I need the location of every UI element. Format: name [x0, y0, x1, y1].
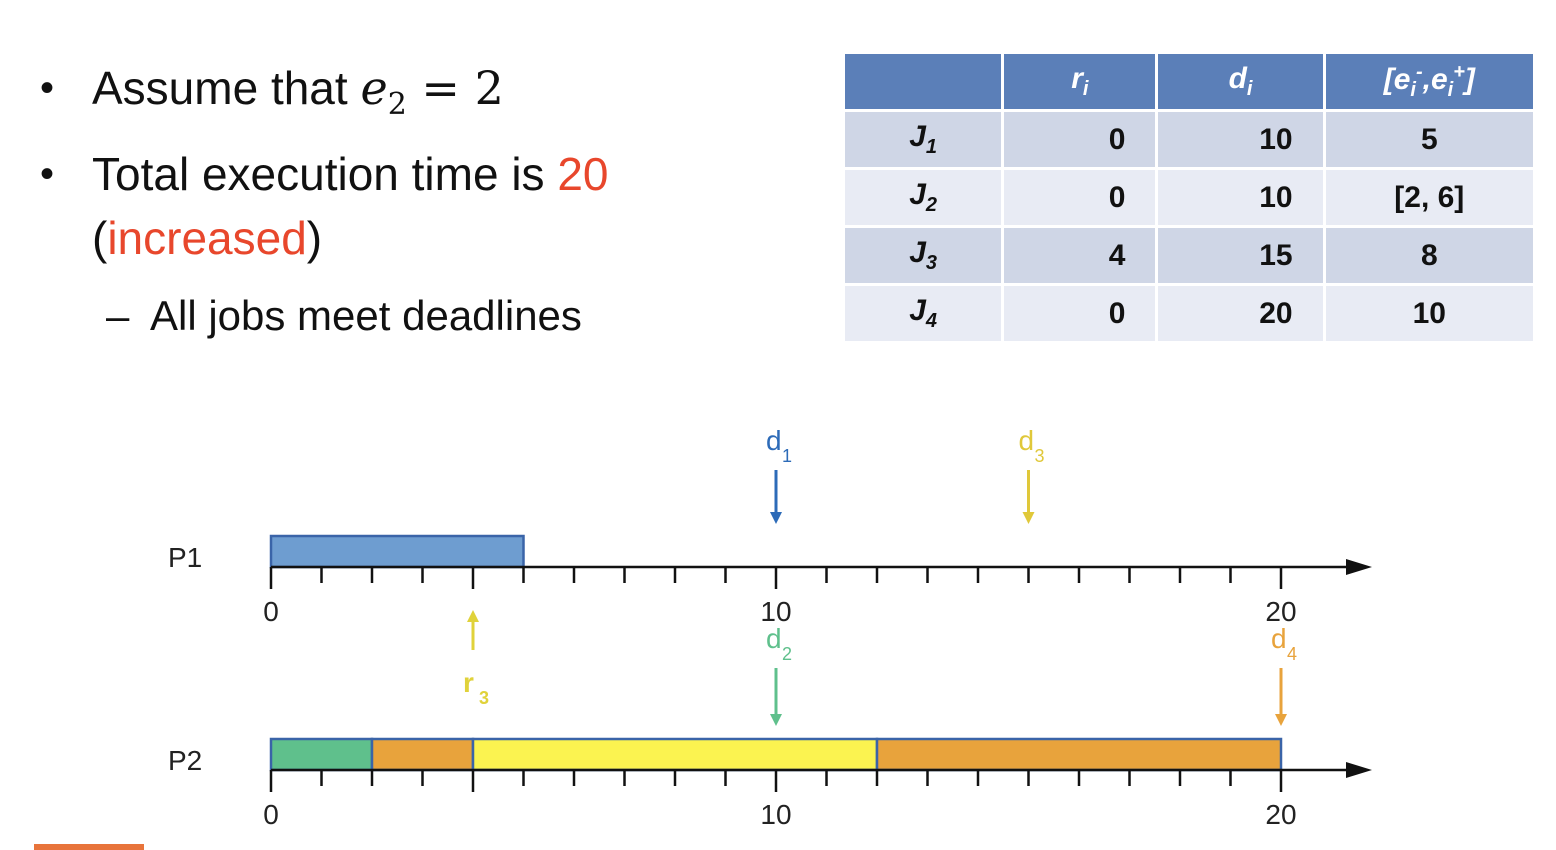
processor-label-p1: P1	[168, 542, 202, 573]
assumption-text: Assume that	[92, 62, 361, 114]
marker-d4-sub: 4	[1287, 644, 1297, 664]
marker-d3-label: d	[1019, 425, 1035, 456]
tick-label: 10	[760, 596, 791, 627]
job-parameters-table: ri di [ei-,ei+] J1 0 10 5 J2 0 10 [2, 6]…	[841, 51, 1537, 344]
job-segment-j1	[269, 534, 525, 569]
marker-d3-head	[1022, 512, 1035, 524]
marker-r3-sub: 3	[479, 688, 489, 708]
marker-r3-label: r	[463, 667, 474, 698]
axis-arrowhead	[1346, 559, 1372, 575]
marker-d4-label: d	[1271, 623, 1287, 654]
axis-arrowhead	[1346, 762, 1372, 778]
marker-r3-head	[467, 610, 479, 622]
job-segment-j4	[370, 737, 475, 772]
bullet-dot: •	[40, 66, 55, 110]
table-row: J1 0 10 5	[841, 109, 1537, 170]
bullet-dot: •	[40, 152, 55, 196]
total-time-text: Total execution time is	[92, 148, 558, 200]
marker-d2-sub: 2	[782, 644, 792, 664]
header-release: ri	[1001, 51, 1159, 112]
marker-d1-label: d	[766, 425, 782, 456]
job-segment-j2	[269, 737, 374, 772]
marker-d4-head	[1275, 714, 1287, 726]
tick-label: 20	[1265, 596, 1296, 627]
increased-text: increased	[107, 212, 307, 264]
footer-logo-fragment	[34, 844, 144, 850]
header-exec-range: [ei-,ei+]	[1322, 51, 1537, 112]
job-segment-j4	[875, 737, 1283, 772]
tick-label: 10	[760, 799, 791, 830]
sub-bullet-text: All jobs meet deadlines	[150, 292, 582, 339]
marker-d3-sub: 3	[1035, 446, 1045, 466]
header-job	[841, 51, 1005, 112]
tick-label: 0	[263, 596, 279, 627]
marker-d2-head	[770, 714, 782, 726]
job-segment-j3	[471, 737, 879, 772]
marker-d2-label: d	[766, 623, 782, 654]
assumption-math: e2 = 2	[360, 61, 504, 122]
table-row: J3 4 15 8	[841, 225, 1537, 286]
tick-label: 20	[1265, 799, 1296, 830]
tick-label: 0	[263, 799, 279, 830]
table-row: J4 0 20 10	[841, 283, 1537, 344]
marker-d1-sub: 1	[782, 446, 792, 466]
marker-d1-head	[770, 512, 782, 524]
header-deadline: di	[1155, 51, 1326, 112]
table-header-row: ri di [ei-,ei+]	[841, 51, 1537, 112]
sub-bullet-dash: –	[106, 292, 130, 339]
table-row: J2 0 10 [2, 6]	[841, 167, 1537, 228]
processor-label-p2: P2	[168, 745, 202, 776]
total-time-value: 20	[557, 148, 609, 200]
